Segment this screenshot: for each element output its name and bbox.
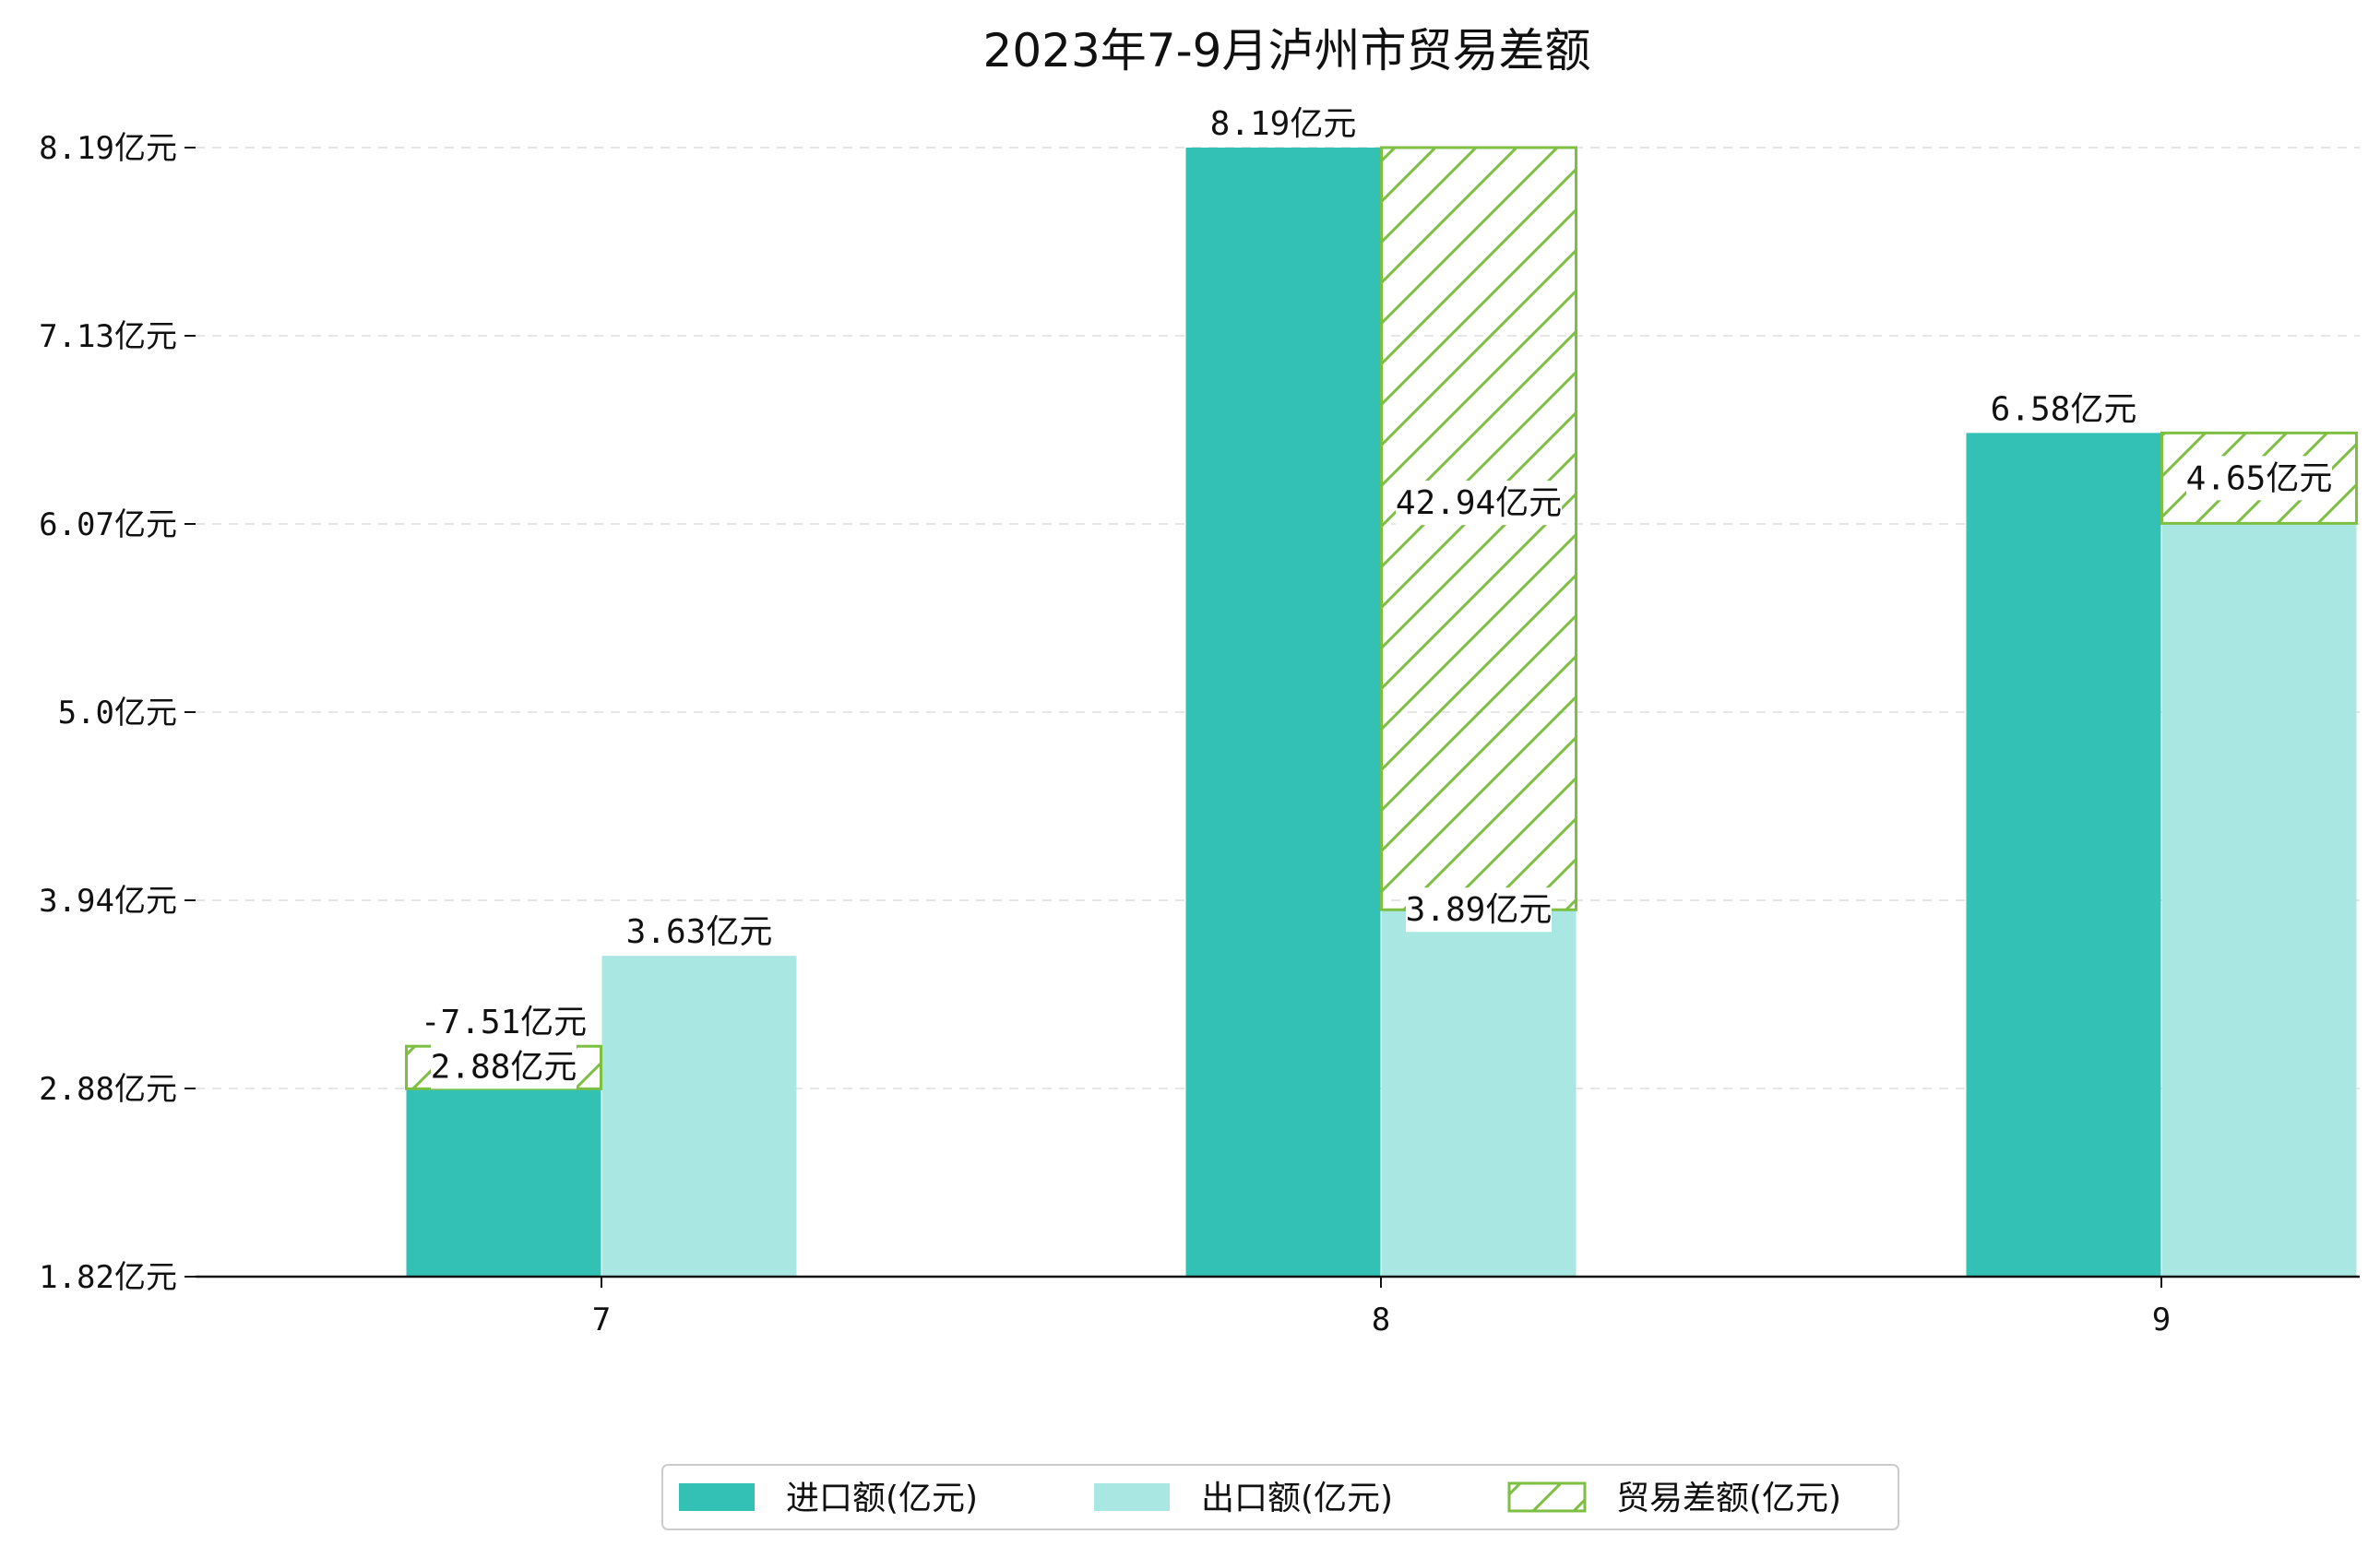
chart-title: 2023年7-9月泸州市贸易差额 [983,24,1591,77]
axes: 1.82亿元 2.88亿元 3.94亿元 5.0亿元 6.07亿元 7.13亿元 8.19亿… [39,130,2360,1338]
bar-import [1966,433,2161,1277]
export-data-label: 3.89亿元 [1406,891,1553,929]
bar-export [1381,910,1577,1277]
bar-balance [1380,146,1577,911]
balance-data-label: -7.51亿元 [421,1004,587,1041]
y-tick-label: 2.88亿元 [39,1071,177,1108]
legend-box [661,1464,1899,1530]
import-data-label: 6.58亿元 [1991,390,2137,428]
legend-swatch [1094,1483,1170,1511]
y-tick-label: 5.0亿元 [58,695,177,731]
y-tick-label: 8.19亿元 [39,130,177,167]
balance-data-label-bg [421,1000,587,1045]
y-tick-label: 7.13亿元 [39,318,177,355]
export-data-label-bg [626,910,772,955]
import-data-label-bg [431,1044,577,1089]
legend-label: 进口额(亿元) [786,1480,978,1517]
legend-label: 出口额(亿元) [1201,1480,1393,1517]
x-tick-label: 7 [592,1302,611,1338]
legend: 进口额(亿元) 出口额(亿元) 贸易差额(亿元) [661,1464,1899,1530]
bar-export [2161,523,2357,1277]
legend-label: 贸易差额(亿元) [1616,1480,1841,1517]
export-data-label-bg [1406,887,1552,933]
import-data-label-bg [1991,387,2136,432]
x-tick-label: 9 [2152,1302,2171,1338]
balance-data-label: 4.65亿元 [2186,459,2333,497]
import-data-label-bg [1210,101,1356,146]
bar-import [406,1088,601,1277]
bar-export [601,956,797,1277]
y-tick-label: 1.82亿元 [39,1259,177,1296]
bar-import [1185,148,1381,1277]
export-data-label: 3.63亿元 [626,913,773,951]
y-tick-label: 3.94亿元 [39,883,177,920]
legend-swatch [679,1483,755,1511]
data-labels: 2.88亿元 3.63亿元 -7.51亿元 8.19亿元 3.89亿元 42.94亿元 6.… [421,101,2333,1089]
balance-data-label-bg [1396,481,1562,526]
x-tick-label: 8 [1372,1302,1390,1338]
legend-swatch [1507,1481,1587,1513]
y-tick-label: 6.07亿元 [39,506,177,543]
balance-data-label: 42.94亿元 [1396,484,1562,522]
import-data-label: 8.19亿元 [1210,105,1357,143]
import-data-label: 2.88亿元 [431,1048,577,1086]
balance-data-label-bg [2186,456,2332,501]
